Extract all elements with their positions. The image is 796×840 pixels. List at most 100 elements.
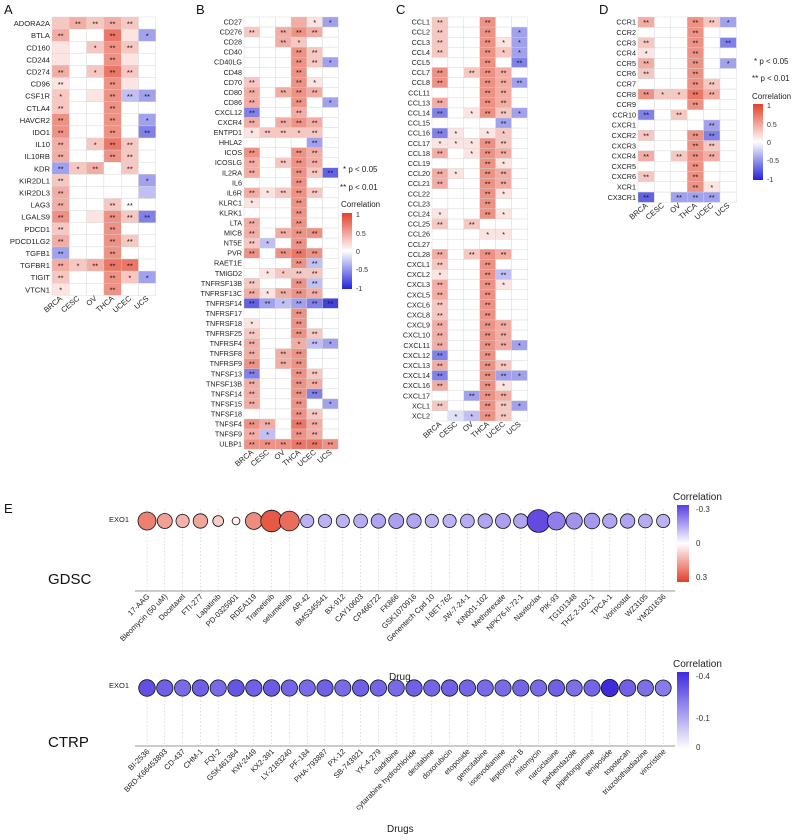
significance-mark: ** <box>643 59 649 68</box>
significance-mark: ** <box>58 140 64 149</box>
heatmap-cell <box>259 318 276 329</box>
heatmap-cell <box>259 157 276 168</box>
row-label: CD86 <box>224 98 242 107</box>
heatmap-cell <box>511 249 528 260</box>
significance-mark: ** <box>110 19 116 28</box>
legend-colorbar-b <box>342 213 352 289</box>
heatmap-cell <box>243 137 260 148</box>
row-label: PDCD1LG2 <box>10 237 50 246</box>
heatmap-cell <box>69 186 87 199</box>
heatmap-cell <box>447 26 464 38</box>
significance-mark: ** <box>437 402 443 411</box>
heatmap-cell <box>495 350 512 361</box>
heatmap-cell <box>463 77 480 88</box>
row-label: CCR2 <box>616 28 636 37</box>
heatmap-cell <box>322 157 339 168</box>
heatmap-cell <box>511 390 528 402</box>
significance-mark: ** <box>249 400 255 409</box>
significance-mark: ** <box>296 179 302 188</box>
heatmap-cell <box>306 398 323 410</box>
heatmap-cell <box>322 388 339 400</box>
significance-mark: ** <box>249 78 255 87</box>
significance-mark: ** <box>144 92 150 101</box>
drug-dot <box>351 679 370 697</box>
row-label: CXCR5 <box>612 162 636 171</box>
heatmap-cell <box>275 328 292 339</box>
heatmap-cell <box>511 198 528 210</box>
significance-mark: ** <box>312 279 318 288</box>
ctrp-title: CTRP <box>48 734 89 751</box>
significance-mark: ** <box>312 128 318 137</box>
significance-mark: ** <box>296 380 302 389</box>
significance-mark: * <box>470 139 473 148</box>
significance-mark: ** <box>110 140 116 149</box>
heatmap-cell <box>687 119 704 131</box>
ctrp-colorbar-tick-1: -0.4 <box>696 672 710 681</box>
significance-mark: ** <box>249 229 255 238</box>
significance-mark: ** <box>296 440 302 449</box>
row-label: CCR5 <box>616 59 636 68</box>
heatmap-cell <box>495 198 512 210</box>
significance-mark: ** <box>485 321 491 330</box>
row-label: KDR <box>34 164 51 173</box>
heatmap-cell <box>275 217 292 229</box>
significance-mark: ** <box>312 430 318 439</box>
significance-mark: ** <box>249 349 255 358</box>
significance-mark: ** <box>643 173 649 182</box>
heatmap-cell <box>431 390 449 402</box>
significance-mark: ** <box>709 18 715 27</box>
significance-mark: ** <box>485 270 491 279</box>
heatmap-cell <box>275 97 292 108</box>
heatmap-cell <box>275 318 292 329</box>
heatmap-cell <box>290 16 308 28</box>
row-label: CCL25 <box>408 220 430 229</box>
significance-mark: ** <box>643 18 649 27</box>
column-label: CESC <box>249 447 271 468</box>
significance-mark: ** <box>58 261 64 270</box>
heatmap-cell <box>322 117 339 128</box>
heatmap-cell <box>670 130 688 141</box>
significance-mark: ** <box>692 193 698 202</box>
row-label: CXCL14 <box>403 371 430 380</box>
drug-dot <box>191 679 209 697</box>
heatmap-cell <box>275 67 292 78</box>
drug-dot <box>156 679 174 697</box>
heatmap-cell <box>69 41 87 54</box>
heatmap-cell <box>637 160 655 172</box>
legend-tick-b-1: 1 <box>356 212 360 219</box>
heatmap-cell <box>275 278 292 289</box>
row-label: CD27 <box>224 18 242 27</box>
heatmap-cell <box>138 53 156 66</box>
significance-mark: * <box>518 48 521 57</box>
significance-mark: ** <box>280 189 286 198</box>
significance-mark: ** <box>312 259 318 268</box>
significance-mark: ** <box>485 371 491 380</box>
significance-mark: ** <box>296 189 302 198</box>
row-label: CD70 <box>224 78 242 87</box>
heatmap-cell <box>687 109 704 121</box>
heatmap-cell <box>495 16 512 28</box>
significance-mark: ** <box>280 88 286 97</box>
significance-mark: ** <box>110 274 116 283</box>
heatmap-cell <box>259 197 276 209</box>
heatmap-cell <box>243 207 260 219</box>
heatmap-cell <box>259 408 276 420</box>
heatmap-cell <box>447 249 464 260</box>
significance-mark: ** <box>312 28 318 37</box>
significance-mark: * <box>518 109 521 118</box>
significance-mark: ** <box>110 56 116 65</box>
heatmap-cell <box>511 97 528 109</box>
significance-mark: ** <box>312 249 318 258</box>
significance-mark: ** <box>327 169 333 178</box>
significance-mark: ** <box>692 162 698 171</box>
heatmap-cell <box>120 125 139 139</box>
drug-dot <box>547 511 566 531</box>
significance-mark: ** <box>312 299 318 308</box>
heatmap-cell <box>306 308 323 319</box>
heatmap-cell <box>138 161 156 175</box>
significance-mark: ** <box>127 261 133 270</box>
significance-mark: * <box>329 339 332 348</box>
significance-mark: ** <box>249 118 255 127</box>
legend-title-b: Correlation <box>341 200 380 209</box>
heatmap-cell <box>275 378 292 390</box>
